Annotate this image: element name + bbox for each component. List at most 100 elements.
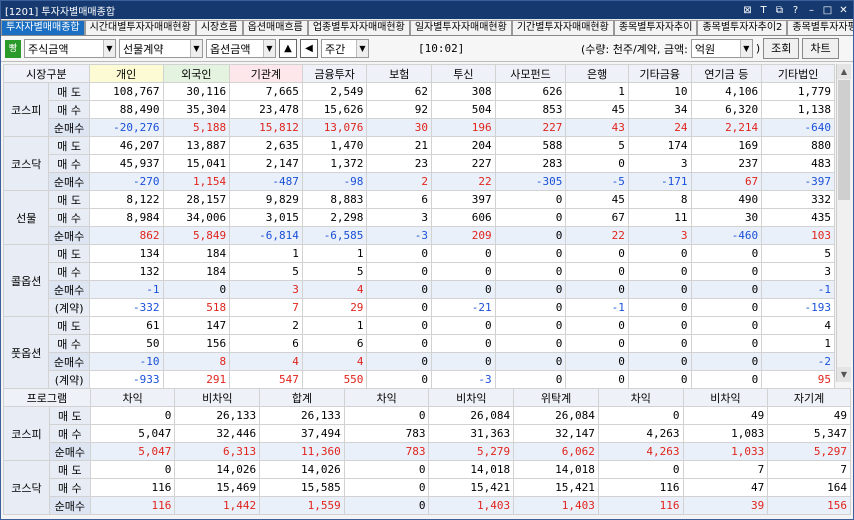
value-cell: 95	[761, 370, 835, 389]
group-link-button[interactable]: 빵	[5, 39, 21, 58]
top-header-10[interactable]: 기타금융	[627, 64, 692, 83]
top-header-12[interactable]: 기타법인	[761, 64, 835, 83]
bottom-header-4[interactable]: 합계	[259, 388, 345, 407]
row-label: 매 수	[48, 262, 90, 281]
value-cell: 7	[767, 460, 851, 479]
top-header-9[interactable]: 은행	[565, 64, 629, 83]
close-icon[interactable]: ✕	[839, 4, 848, 16]
text-icon[interactable]: T	[760, 4, 767, 16]
arrow-left-button[interactable]: ◀	[300, 39, 318, 58]
row-label: 매 수	[48, 100, 90, 119]
value-cell: 291	[162, 370, 231, 389]
value-cell: 0	[494, 244, 567, 263]
chevron-down-icon[interactable]: ▼	[263, 40, 275, 57]
table-row: 매 수 8,984 34,006 3,015 2,298 3 606 0 67 11 30 435	[4, 208, 835, 227]
top-header-8[interactable]: 사모펀드	[494, 64, 567, 83]
bottom-header-row: 프로그램 차익 비차익 합계 차익 비차익 위탁계 차익 비차익 자기계	[3, 388, 851, 407]
scroll-thumb[interactable]	[838, 80, 850, 200]
tab-9[interactable]: 종목별투자자평균단가추이	[787, 20, 853, 35]
value-cell: 332	[761, 190, 835, 209]
bottom-header-3[interactable]: 비차익	[174, 388, 261, 407]
table-row: 풋옵션 매 도 61 147 2 1 0 0 0 0 0 0 4	[2, 316, 835, 389]
value-cell: 0	[690, 298, 763, 317]
tab-2[interactable]: 시장흐름	[195, 20, 243, 35]
value-cell: 39	[682, 496, 769, 515]
tab-8[interactable]: 종목별투자자추이2	[697, 20, 788, 35]
top-header-2[interactable]: 개인	[88, 64, 164, 83]
futures-unit-select[interactable]: 선물계약 ▼	[119, 39, 203, 58]
value-cell: 5,297	[767, 442, 851, 461]
bottom-header-5[interactable]: 차익	[343, 388, 430, 407]
tab-1[interactable]: 시간대별투자자매매현황	[84, 20, 196, 35]
chevron-down-icon[interactable]: ▼	[103, 40, 115, 57]
tab-5[interactable]: 일자별투자자매매현황	[409, 20, 512, 35]
help-icon[interactable]: ?	[792, 4, 799, 16]
value-cell: 504	[431, 100, 496, 119]
vertical-scrollbar[interactable]: ▲ ▼	[836, 64, 851, 382]
chart-button[interactable]: 차트	[802, 38, 839, 59]
value-cell: 45,937	[88, 154, 164, 173]
bottom-header-10[interactable]: 자기계	[767, 388, 851, 407]
row-label: 매 도	[48, 244, 90, 263]
value-cell: 0	[597, 460, 684, 479]
value-cell: 547	[229, 370, 303, 389]
tab-4[interactable]: 업종별투자자매매현황	[307, 20, 410, 35]
value-cell: 4,263	[597, 424, 684, 443]
chevron-down-icon[interactable]: ▼	[356, 40, 368, 57]
value-cell: 31,363	[428, 424, 515, 443]
scroll-up-icon[interactable]: ▲	[837, 64, 851, 79]
value-cell: 5,047	[89, 442, 176, 461]
maximize-icon[interactable]: □	[822, 4, 833, 16]
chevron-down-icon[interactable]: ▼	[739, 40, 752, 57]
value-cell: 0	[343, 496, 430, 515]
bottom-header-9[interactable]: 비차익	[682, 388, 769, 407]
bottom-header-7[interactable]: 위탁계	[513, 388, 599, 407]
value-cell: 397	[431, 190, 496, 209]
top-header-11[interactable]: 연기금 등	[690, 64, 763, 83]
value-cell: 9,829	[229, 190, 303, 209]
option-unit-select[interactable]: 옵션금액 ▼	[206, 39, 276, 58]
tab-0[interactable]: 투자자별매매종합	[1, 20, 85, 35]
value-cell: 6	[366, 190, 433, 209]
table-row: 매 수 88,490 35,304 23,478 15,626 92 504 853 45 34 6…	[4, 100, 835, 119]
link-icon[interactable]: ⧉	[775, 4, 784, 16]
value-cell: 2,147	[229, 154, 303, 173]
value-cell: 0	[431, 334, 496, 353]
top-header-5[interactable]: 금융투자	[301, 64, 368, 83]
value-cell: 0	[627, 316, 692, 335]
bottom-header-6[interactable]: 비차익	[428, 388, 515, 407]
top-header-3[interactable]: 외국인	[162, 64, 231, 83]
value-cell: 2,214	[690, 118, 763, 137]
bottom-header-2[interactable]: 차익	[89, 388, 176, 407]
chevron-down-icon[interactable]: ▼	[190, 40, 202, 57]
value-cell: 3	[229, 280, 303, 299]
value-cell: 3,015	[229, 208, 303, 227]
tab-3[interactable]: 옵션매매흐름	[242, 20, 308, 35]
value-cell: 184	[162, 262, 231, 281]
value-cell: 308	[431, 82, 496, 101]
value-cell: 0	[162, 280, 231, 299]
value-cell: 0	[366, 280, 433, 299]
top-header-7[interactable]: 투신	[431, 64, 496, 83]
bottom-header-8[interactable]: 차익	[597, 388, 684, 407]
value-cell: 15,469	[174, 478, 261, 497]
arrow-up-button[interactable]: ▲	[279, 39, 297, 58]
top-header-6[interactable]: 보험	[366, 64, 433, 83]
minimize-icon[interactable]: –	[809, 4, 814, 16]
row-label: 순매수	[48, 118, 90, 137]
tab-6[interactable]: 기간별투자자매매현황	[511, 20, 614, 35]
save-icon[interactable]: ⊠	[743, 4, 752, 16]
query-button[interactable]: 조회	[763, 38, 800, 59]
amount-unit-select[interactable]: 억원 ▼	[690, 39, 753, 58]
session-select[interactable]: 주간 ▼	[321, 39, 369, 58]
value-cell: 8	[627, 190, 692, 209]
scroll-down-icon[interactable]: ▼	[837, 367, 851, 382]
value-cell: 8,984	[88, 208, 164, 227]
stock-unit-select[interactable]: 주식금액 ▼	[24, 39, 116, 58]
value-cell: 1,083	[682, 424, 769, 443]
value-cell: 483	[761, 154, 835, 173]
top-header-4[interactable]: 기관계	[229, 64, 303, 83]
tab-7[interactable]: 종목별투자자추이	[613, 20, 698, 35]
value-cell: 169	[690, 136, 763, 155]
table-row: 콜옵션 매 도 134 184 1 1 0 0 0 0 0 0 5	[2, 244, 835, 317]
